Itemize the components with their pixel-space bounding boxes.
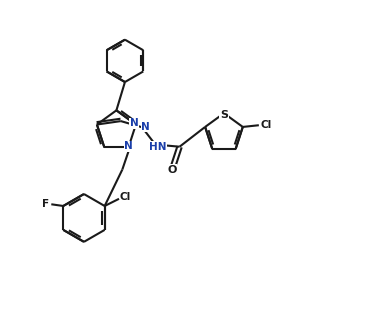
Text: N: N [141, 121, 150, 132]
Text: S: S [220, 110, 228, 119]
Text: Cl: Cl [120, 192, 131, 202]
Text: O: O [167, 165, 176, 175]
Text: N: N [124, 141, 133, 151]
Text: N: N [130, 118, 139, 128]
Text: F: F [42, 199, 49, 209]
Text: HN: HN [149, 143, 166, 152]
Text: Cl: Cl [260, 120, 271, 130]
